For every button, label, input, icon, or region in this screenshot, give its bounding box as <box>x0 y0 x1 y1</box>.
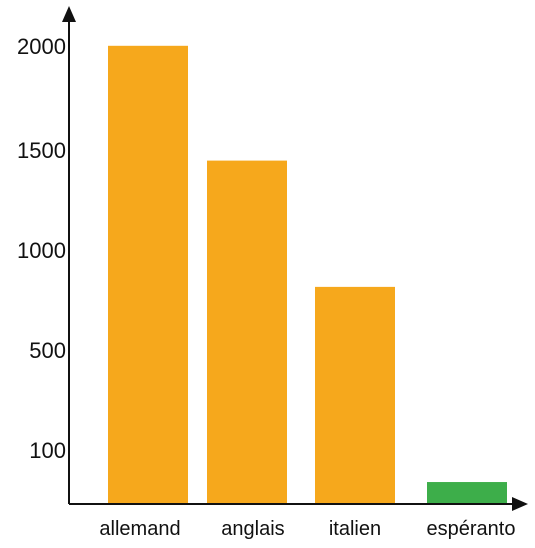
y-axis-arrow-icon <box>62 6 76 22</box>
bar-anglais <box>207 160 287 504</box>
y-tick-labels-group: 2000 1500 1000 500 100 <box>17 34 66 463</box>
bar-allemand <box>108 45 188 505</box>
x-axis-arrow-icon <box>512 497 528 511</box>
y-tick-label: 1500 <box>17 138 66 163</box>
y-tick-label: 2000 <box>17 34 66 59</box>
x-tick-labels-group: allemand anglais italien espéranto <box>99 518 515 540</box>
y-tick-label: 100 <box>29 438 66 463</box>
x-tick-label: italien <box>329 518 381 540</box>
bar-espéranto <box>427 482 507 504</box>
x-tick-label: anglais <box>221 518 284 540</box>
bars-group <box>108 45 507 505</box>
bar-italien <box>315 286 395 504</box>
x-tick-label: espéranto <box>427 518 516 540</box>
y-tick-label: 500 <box>29 338 66 363</box>
x-tick-label: allemand <box>99 518 180 540</box>
y-tick-label: 1000 <box>17 238 66 263</box>
